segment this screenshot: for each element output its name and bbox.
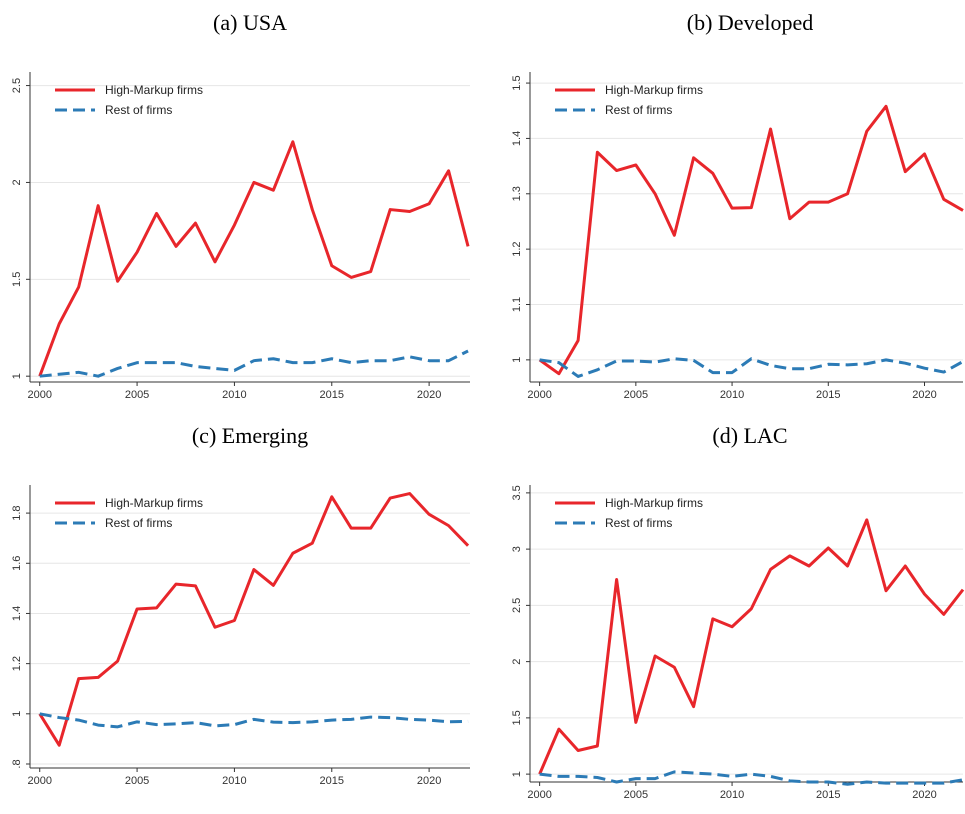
y-tick-label: 1 xyxy=(511,357,523,363)
legend-label: Rest of firms xyxy=(605,103,672,117)
x-tick-label: 2015 xyxy=(816,789,840,801)
y-tick-label: 1.2 xyxy=(11,656,23,671)
series-line xyxy=(38,140,470,377)
y-tick-label: 1.5 xyxy=(511,75,523,90)
x-tick-label: 2005 xyxy=(624,389,648,401)
panel: (c) Emerging .8 1 1.2 1.4 1.6 1.8 2000 2005 2010 2… xyxy=(11,423,470,787)
legend-label: High-Markup firms xyxy=(605,83,703,97)
x-tick-label: 2005 xyxy=(125,775,149,787)
x-tick-label: 2020 xyxy=(417,389,441,401)
x-tick-label: 2020 xyxy=(912,389,936,401)
y-tick-label: 1 xyxy=(11,711,23,717)
x-tick-label: 2015 xyxy=(320,389,344,401)
y-tick-label: 1.5 xyxy=(511,710,523,725)
y-tick-label: .8 xyxy=(11,759,23,768)
panel: (a) USA 1 1.5 2 2.5 2000 2005 2010 2015 2020 High-… xyxy=(11,10,470,401)
y-tick-label: 1.2 xyxy=(511,241,523,256)
x-tick-label: 2015 xyxy=(320,775,344,787)
legend-label: High-Markup firms xyxy=(605,496,703,510)
x-tick-label: 2020 xyxy=(912,789,936,801)
y-tick-label: 1 xyxy=(11,373,23,379)
x-tick-label: 2000 xyxy=(27,775,51,787)
legend-label: Rest of firms xyxy=(605,516,672,530)
x-tick-label: 2005 xyxy=(125,389,149,401)
panel-title: (c) Emerging xyxy=(192,423,308,448)
y-tick-label: 1.1 xyxy=(511,297,523,312)
y-tick-label: 3 xyxy=(511,546,523,552)
y-tick-label: 1.3 xyxy=(511,186,523,201)
y-tick-label: 1.8 xyxy=(11,505,23,520)
x-tick-label: 2000 xyxy=(527,389,551,401)
x-tick-label: 2010 xyxy=(222,775,246,787)
series-line xyxy=(39,349,469,378)
x-tick-label: 2010 xyxy=(222,389,246,401)
y-tick-label: 1.4 xyxy=(11,606,23,621)
x-tick-label: 2000 xyxy=(527,789,551,801)
panel: (d) LAC 1 1.5 2 2.5 3 3.5 2000 2005 2010 2015 2020 H… xyxy=(511,423,965,801)
panel-title: (b) Developed xyxy=(687,10,813,35)
y-tick-label: 2.5 xyxy=(11,78,23,93)
panel-title: (d) LAC xyxy=(712,423,787,448)
series-line xyxy=(538,518,965,775)
series-line xyxy=(38,492,470,747)
x-tick-label: 2000 xyxy=(27,389,51,401)
x-tick-label: 2010 xyxy=(720,789,744,801)
y-tick-label: 1.5 xyxy=(11,272,23,287)
x-tick-label: 2005 xyxy=(624,789,648,801)
series-line xyxy=(539,357,964,378)
panel-title: (a) USA xyxy=(213,10,287,35)
x-tick-label: 2020 xyxy=(417,775,441,787)
series-line xyxy=(39,712,469,729)
legend-label: Rest of firms xyxy=(105,516,172,530)
x-tick-label: 2010 xyxy=(720,389,744,401)
y-tick-label: 2 xyxy=(511,659,523,665)
y-tick-label: 3.5 xyxy=(511,485,523,500)
legend-label: High-Markup firms xyxy=(105,496,203,510)
legend-label: Rest of firms xyxy=(105,103,172,117)
y-tick-label: 2.5 xyxy=(511,598,523,613)
panel: (b) Developed 1 1.1 1.2 1.3 1.4 1.5 2000 2005 201… xyxy=(511,10,964,401)
x-tick-label: 2015 xyxy=(816,389,840,401)
y-tick-label: 1.4 xyxy=(511,131,523,146)
legend-label: High-Markup firms xyxy=(105,83,203,97)
series-line xyxy=(538,104,964,376)
y-tick-label: 1 xyxy=(511,771,523,777)
y-tick-label: 1.6 xyxy=(11,556,23,571)
y-tick-label: 2 xyxy=(11,179,23,185)
